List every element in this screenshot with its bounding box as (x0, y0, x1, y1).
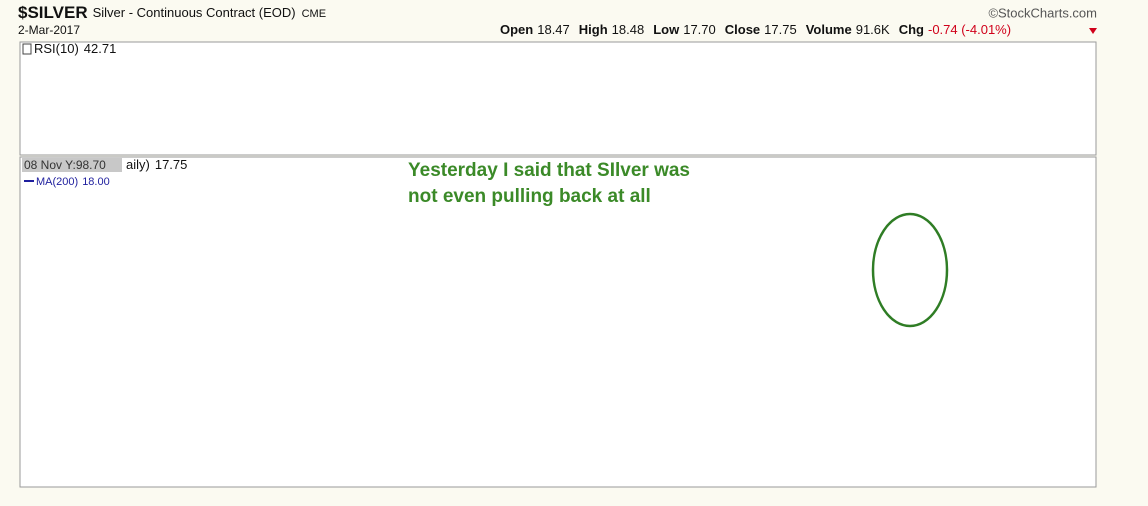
date: 2-Mar-2017 (18, 23, 80, 37)
stat-label: Low (653, 22, 680, 37)
credit: ©StockCharts.com (988, 5, 1097, 20)
price-panel (19, 156, 1097, 488)
exchange: CME (302, 8, 326, 20)
ma-legend: MA(200) 18.00 (36, 176, 110, 188)
stats: Open 18.47 High 18.48 Low 17.70 Close 17.75 Volu… (500, 22, 1011, 37)
down-arrow (1089, 28, 1097, 34)
ma-name: MA(200) (36, 176, 78, 188)
annotation: Yesterday I said that SIlver was (408, 160, 690, 181)
price-last: 17.75 (155, 157, 188, 172)
legend-fragment: aily) (126, 157, 150, 172)
description: Silver - Continuous Contract (EOD) (93, 5, 296, 20)
cursor-label: 08 Nov Y:98.70 (24, 158, 106, 172)
stat-label: Chg (899, 22, 924, 37)
price-legend: aily) 17.75 (126, 157, 187, 172)
highlight-ellipse (871, 212, 949, 328)
stat-value: 17.75 (764, 22, 797, 37)
stat-label: Volume (806, 22, 852, 37)
stat-value: -0.74 (-4.01%) (928, 22, 1011, 37)
rsi-legend: RSI(10) 42.71 (34, 41, 116, 56)
stat-label: High (579, 22, 608, 37)
rsi-icon (22, 43, 32, 55)
cursor-box (22, 158, 122, 172)
stat-value: 18.48 (612, 22, 645, 37)
stat-value: 18.47 (537, 22, 570, 37)
rsi-last: 42.71 (84, 41, 117, 56)
ma-last: 18.00 (82, 176, 110, 188)
annotation: not even pulling back at all (408, 186, 651, 207)
symbol: $SILVER (18, 3, 88, 22)
stat-value: 17.70 (683, 22, 716, 37)
header-line: $SILVER Silver - Continuous Contract (EOD… (18, 3, 326, 22)
rsi-name: RSI(10) (34, 41, 79, 56)
stat-label: Open (500, 22, 533, 37)
rsi-panel (19, 41, 1097, 156)
stat-value: 91.6K (856, 22, 890, 37)
stat-label: Close (725, 22, 760, 37)
